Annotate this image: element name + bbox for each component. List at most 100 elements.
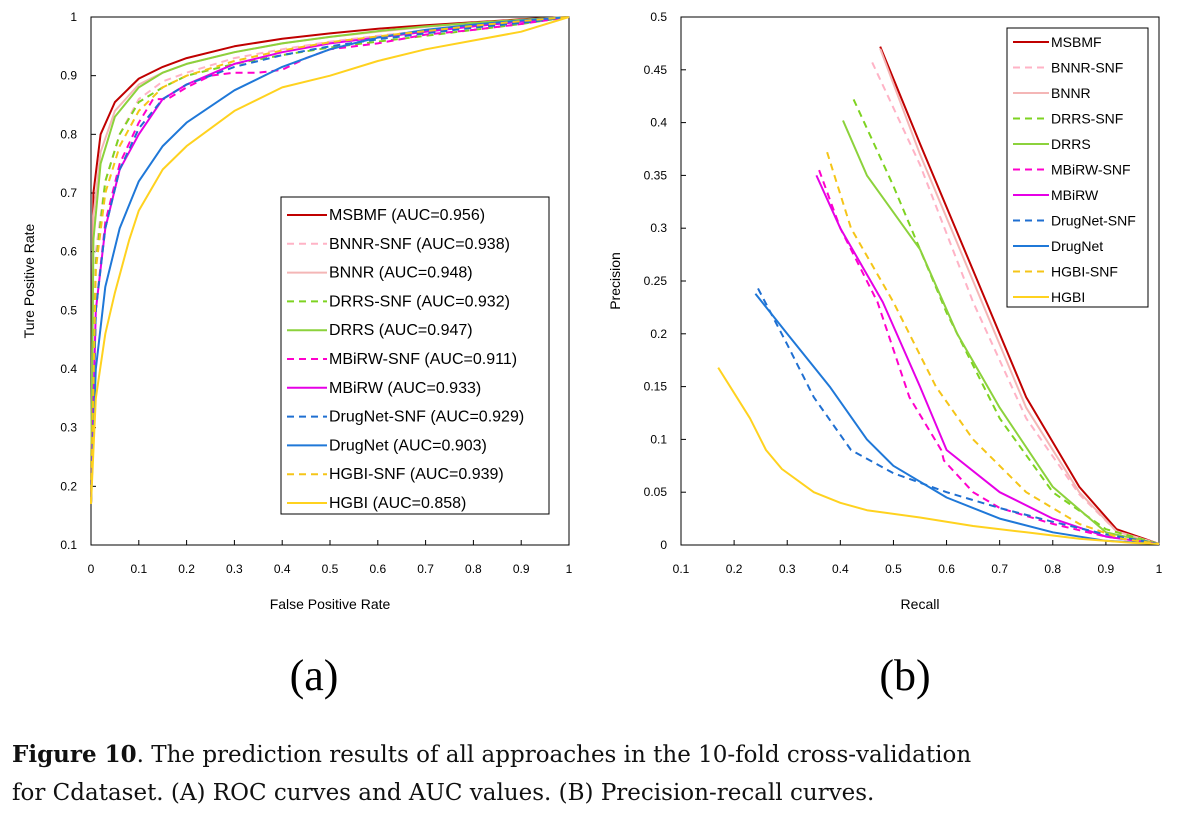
pr-series-line <box>754 293 1160 545</box>
pr-xtick-label: 0.5 <box>885 562 902 576</box>
pr-legend-label: MSBMF <box>1051 34 1102 50</box>
pr-xtick-label: 0.7 <box>991 562 1008 576</box>
pr-series-line <box>826 151 1160 545</box>
pr-curves <box>717 46 1160 545</box>
roc-ticks: 0 0.1 0.2 0.3 0.4 0.5 0.6 0.7 0.8 0.9 1 0.1 0.2 0.3 0.… <box>60 10 572 576</box>
roc-series-line <box>90 16 570 504</box>
pr-ytick-label: 0.15 <box>644 380 668 394</box>
roc-legend-label: DRRS (AUC=0.947) <box>329 322 473 339</box>
pr-legend-label: BNNR <box>1051 85 1091 101</box>
roc-legend-box <box>280 196 550 515</box>
pr-xtick-label: 0.6 <box>938 562 955 576</box>
roc-legend-label: BNNR (AUC=0.948) <box>329 265 473 282</box>
roc-legend-label: DrugNet-SNF (AUC=0.929) <box>329 409 524 426</box>
pr-legend: MSBMF BNNR-SNF BNNR DRRS-SNF DRRS MBiRW-SNF MB… <box>1006 27 1149 308</box>
panel-label-a: (a) <box>290 651 339 700</box>
roc-series-line <box>90 16 570 504</box>
roc-series-line <box>90 16 570 504</box>
roc-legend-label: HGBI-SNF (AUC=0.939) <box>329 466 504 483</box>
pr-xtick-label: 0.9 <box>1098 562 1115 576</box>
roc-legend-label: MSBMF (AUC=0.956) <box>329 207 485 224</box>
pr-ytick-label: 0.35 <box>644 168 668 182</box>
pr-series-line <box>818 169 1160 545</box>
roc-xtick-label: 0 <box>88 562 95 576</box>
panel-label-b: (b) <box>879 651 930 700</box>
roc-series-line <box>90 16 570 504</box>
pr-series-line <box>717 367 1160 545</box>
pr-series-line <box>879 46 1160 545</box>
pr-ytick-label: 0.3 <box>650 221 667 235</box>
pr-ytick-label: 0.45 <box>644 63 668 77</box>
pr-legend-label: DrugNet-SNF <box>1051 213 1136 229</box>
pr-xtick-label: 0.3 <box>779 562 796 576</box>
roc-legend-label: MBiRW-SNF (AUC=0.911) <box>329 351 517 368</box>
pr-ytick-label: 0.4 <box>650 116 667 130</box>
pr-ylabel: Precision <box>607 252 623 310</box>
roc-legend-label: DRRS-SNF (AUC=0.932) <box>329 293 510 310</box>
pr-ticks: 0.1 0.2 0.3 0.4 0.5 0.6 0.7 0.8 0.9 1 0 0.05 0.1 0.15… <box>644 10 1163 576</box>
pr-ytick-label: 0.05 <box>644 485 668 499</box>
pr-xtick-label: 0.8 <box>1044 562 1061 576</box>
pr-ytick-label: 0 <box>660 538 667 552</box>
roc-xtick-label: 0.8 <box>465 562 482 576</box>
roc-ytick-label: 0.1 <box>60 538 77 552</box>
pr-legend-label: BNNR-SNF <box>1051 60 1123 76</box>
roc-ytick-label: 0.5 <box>60 303 77 317</box>
pr-legend-label: DrugNet <box>1051 238 1103 254</box>
roc-panel: 0 0.1 0.2 0.3 0.4 0.5 0.6 0.7 0.8 0.9 1 0.1 0.2 0.3 0.… <box>21 10 573 700</box>
roc-series-line <box>90 16 570 504</box>
pr-xtick-label: 0.4 <box>832 562 849 576</box>
pr-xtick-label: 0.2 <box>726 562 743 576</box>
pr-legend-label: MBiRW <box>1051 187 1099 203</box>
roc-ytick-label: 0.7 <box>60 186 77 200</box>
pr-ytick-label: 0.25 <box>644 274 668 288</box>
roc-ytick-label: 0.4 <box>60 362 77 376</box>
roc-ytick-label: 0.6 <box>60 245 77 259</box>
roc-xtick-label: 0.2 <box>178 562 195 576</box>
roc-legend: MSBMF (AUC=0.956) BNNR-SNF (AUC=0.938) BNN… <box>280 196 550 515</box>
roc-ytick-label: 0.2 <box>60 479 77 493</box>
pr-xtick-label: 0.1 <box>673 562 690 576</box>
pr-legend-label: HGBI-SNF <box>1051 264 1118 280</box>
pr-xtick-label: 1 <box>1156 562 1163 576</box>
caption-line-1: Figure 10. The prediction results of all… <box>12 736 1177 774</box>
pr-series-line <box>852 98 1160 545</box>
caption-figure-label: Figure 10 <box>12 741 137 768</box>
roc-xtick-label: 0.3 <box>226 562 243 576</box>
pr-xlabel: Recall <box>901 596 940 612</box>
pr-ytick-label: 0.1 <box>650 432 667 446</box>
roc-series-line <box>90 16 570 504</box>
roc-curves <box>90 16 570 504</box>
roc-legend-label: DrugNet (AUC=0.903) <box>329 437 487 454</box>
pr-legend-label: DRRS-SNF <box>1051 111 1123 127</box>
roc-xtick-label: 0.6 <box>369 562 386 576</box>
pr-legend-box <box>1006 27 1149 308</box>
roc-series-line <box>90 16 570 504</box>
roc-xtick-label: 0.9 <box>513 562 530 576</box>
pr-legend-label: HGBI <box>1051 289 1085 305</box>
caption-line-2: for Cdataset. (A) ROC curves and AUC val… <box>12 780 875 806</box>
roc-ytick-label: 0.8 <box>60 127 77 141</box>
pr-ytick-label: 0.2 <box>650 327 667 341</box>
roc-legend-label: MBiRW (AUC=0.933) <box>329 380 481 397</box>
roc-xtick-label: 0.1 <box>130 562 147 576</box>
roc-ytick-label: 1 <box>70 10 77 24</box>
roc-legend-label: HGBI (AUC=0.858) <box>329 495 466 512</box>
pr-legend-label: MBiRW-SNF <box>1051 162 1131 178</box>
roc-xlabel: False Positive Rate <box>270 596 391 612</box>
roc-xtick-label: 0.5 <box>322 562 339 576</box>
roc-xtick-label: 0.7 <box>417 562 434 576</box>
pr-legend-label: DRRS <box>1051 136 1091 152</box>
pr-panel: 0.1 0.2 0.3 0.4 0.5 0.6 0.7 0.8 0.9 1 0 0.05 0.1 0.15… <box>607 10 1163 700</box>
pr-ytick-label: 0.5 <box>650 10 667 24</box>
roc-legend-label: BNNR-SNF (AUC=0.938) <box>329 236 510 253</box>
figure: 0 0.1 0.2 0.3 0.4 0.5 0.6 0.7 0.8 0.9 10.10.20.30.… <box>21 10 1163 700</box>
roc-xtick-label: 0.4 <box>274 562 291 576</box>
roc-ytick-label: 0.3 <box>60 421 77 435</box>
caption-text-1: . The prediction results of all approach… <box>136 742 972 768</box>
roc-ytick-label: 0.9 <box>60 69 77 83</box>
figure-caption: Figure 10. The prediction results of all… <box>12 736 1177 812</box>
pr-series-line <box>842 120 1160 545</box>
roc-xtick-label: 1 <box>566 562 573 576</box>
roc-ylabel: Ture Positive Rate <box>21 223 37 338</box>
